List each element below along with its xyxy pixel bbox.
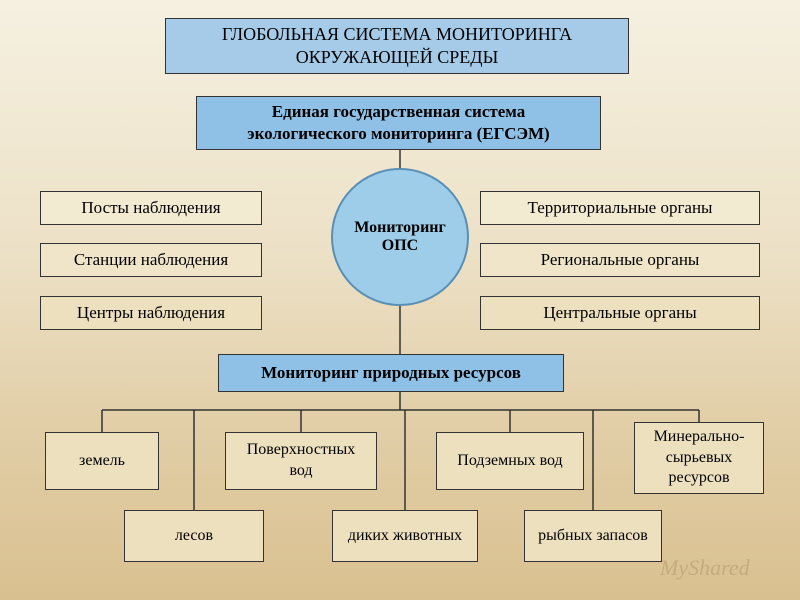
left-label-2: Центры наблюдения — [77, 302, 225, 324]
circle-line1: Мониторинг — [354, 219, 446, 237]
right-box-territorial: Территориальные органы — [480, 191, 760, 225]
center-circle: Мониторинг ОПС — [331, 168, 469, 306]
r2-2-label: рыбных запасов — [538, 526, 648, 547]
r1-1-label: Поверхностных вод — [234, 440, 368, 482]
r1-3-label: Минерально-сырьевых ресурсов — [643, 427, 755, 489]
left-label-1: Станции наблюдения — [74, 249, 228, 271]
subtitle-box: Единая государственная система экологиче… — [196, 96, 601, 150]
subtitle-line2: экологического мониторинга (ЕГСЭМ) — [247, 123, 549, 145]
left-box-stations: Станции наблюдения — [40, 243, 262, 277]
title-box: ГЛОБОЛЬНАЯ СИСТЕМА МОНИТОРИНГА ОКРУЖАЮЩЕ… — [165, 18, 629, 74]
right-label-2: Центральные органы — [543, 302, 696, 324]
subtitle-line1: Единая государственная система — [247, 101, 549, 123]
resource-box-surface-water: Поверхностных вод — [225, 432, 377, 490]
resources-title-label: Мониторинг природных ресурсов — [261, 362, 521, 384]
title-line1: ГЛОБОЛЬНАЯ СИСТЕМА МОНИТОРИНГА — [222, 23, 572, 46]
title-line2: ОКРУЖАЮЩЕЙ СРЕДЫ — [222, 46, 572, 69]
resources-title-box: Мониторинг природных ресурсов — [218, 354, 564, 392]
watermark-text: MyShared — [660, 555, 750, 580]
resource-box-forests: лесов — [124, 510, 264, 562]
resource-box-fish: рыбных запасов — [524, 510, 662, 562]
left-box-centers: Центры наблюдения — [40, 296, 262, 330]
r1-0-label: земель — [79, 451, 125, 472]
circle-line2: ОПС — [354, 237, 446, 255]
resource-box-lands: земель — [45, 432, 159, 490]
left-box-posts: Посты наблюдения — [40, 191, 262, 225]
left-label-0: Посты наблюдения — [81, 197, 220, 219]
resource-box-wildlife: диких животных — [332, 510, 478, 562]
right-box-regional: Региональные органы — [480, 243, 760, 277]
right-box-central: Центральные органы — [480, 296, 760, 330]
watermark: MyShared — [660, 555, 750, 581]
r2-0-label: лесов — [175, 526, 213, 547]
r2-1-label: диких животных — [348, 526, 462, 547]
right-label-0: Территориальные органы — [528, 197, 713, 219]
right-label-1: Региональные органы — [541, 249, 700, 271]
resource-box-minerals: Минерально-сырьевых ресурсов — [634, 422, 764, 494]
r1-2-label: Подземных вод — [457, 451, 562, 472]
resource-box-groundwater: Подземных вод — [436, 432, 584, 490]
